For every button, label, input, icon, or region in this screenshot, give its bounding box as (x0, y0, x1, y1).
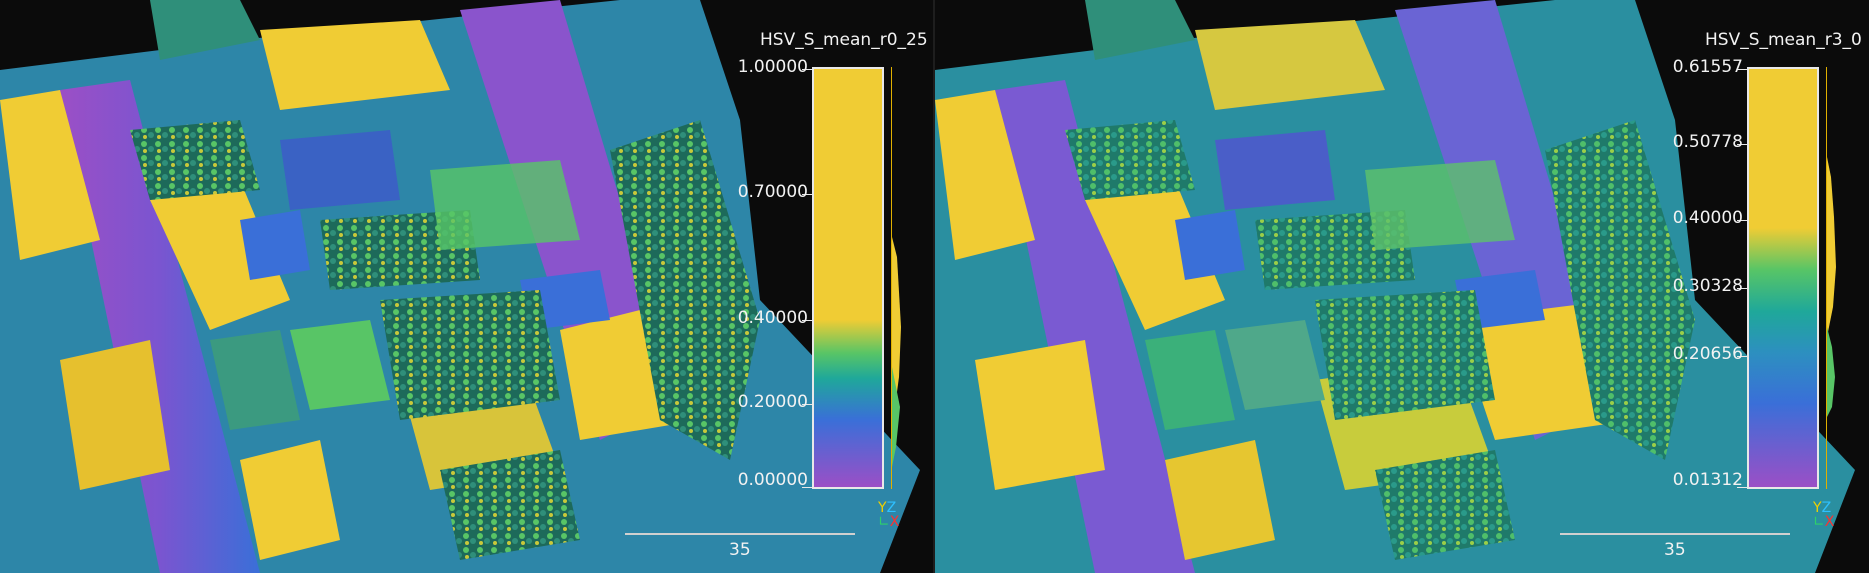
colorbar-tick: 0.30328 (1672, 276, 1743, 296)
colorbar-tick: 0.40000 (737, 308, 808, 328)
colorbar-tick: 0.20000 (737, 392, 808, 412)
tick-mark (1737, 144, 1747, 145)
scale-label: 35 (1664, 540, 1686, 560)
tick-mark (1737, 69, 1747, 70)
scale-bar (625, 533, 855, 535)
tick-mark (1737, 487, 1747, 488)
tick-mark (1737, 220, 1747, 221)
tick-mark (802, 69, 812, 70)
colorbar-tick: 0.70000 (737, 182, 808, 202)
tick-mark (802, 194, 812, 195)
tick-mark (802, 487, 812, 488)
colorbar-tick: 0.50778 (1672, 132, 1743, 152)
colorbar-tick: 0.61557 (1672, 57, 1743, 77)
colorbar-tick: 0.00000 (737, 470, 808, 490)
point-cloud-render[interactable] (0, 0, 933, 573)
panel-divider (933, 0, 935, 573)
scalar-field-title: HSV_S_mean_r0_25 (760, 30, 928, 50)
colorbar-tick: 1.00000 (737, 57, 808, 77)
colorbar (1747, 67, 1819, 489)
axis-x-label: X (1824, 514, 1835, 530)
colorbar-tick: 0.01312 (1672, 470, 1743, 490)
tick-mark (1737, 288, 1747, 289)
histogram (891, 67, 901, 489)
axis-y-label: Y (878, 500, 887, 516)
scale-bar (1560, 533, 1790, 535)
tick-mark (1737, 356, 1747, 357)
scale-label: 35 (729, 540, 751, 560)
tick-mark (802, 320, 812, 321)
histogram (1826, 67, 1836, 489)
colorbar-tick: 0.20656 (1672, 344, 1743, 364)
axis-x-label: X (889, 514, 900, 530)
axis-triad: YZ ∟X (1813, 500, 1835, 530)
viewport-left[interactable]: HSV_S_mean_r0_25 1.00000 0.70000 0.40000… (0, 0, 933, 573)
colorbar-tick: 0.40000 (1672, 208, 1743, 228)
axis-y-label: Y (1813, 500, 1822, 516)
axis-z-label: Z (1821, 500, 1832, 516)
point-cloud-render[interactable] (935, 0, 1868, 573)
viewport-right[interactable]: HSV_S_mean_r3_0 0.61557 0.50778 0.40000 … (935, 0, 1868, 573)
scalar-field-title: HSV_S_mean_r3_0 (1705, 30, 1862, 50)
tick-mark (802, 404, 812, 405)
colorbar (812, 67, 884, 489)
axis-triad: YZ ∟X (878, 500, 900, 530)
axis-z-label: Z (886, 500, 897, 516)
